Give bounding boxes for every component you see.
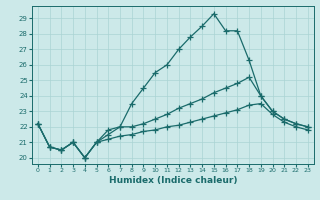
X-axis label: Humidex (Indice chaleur): Humidex (Indice chaleur) bbox=[108, 176, 237, 185]
